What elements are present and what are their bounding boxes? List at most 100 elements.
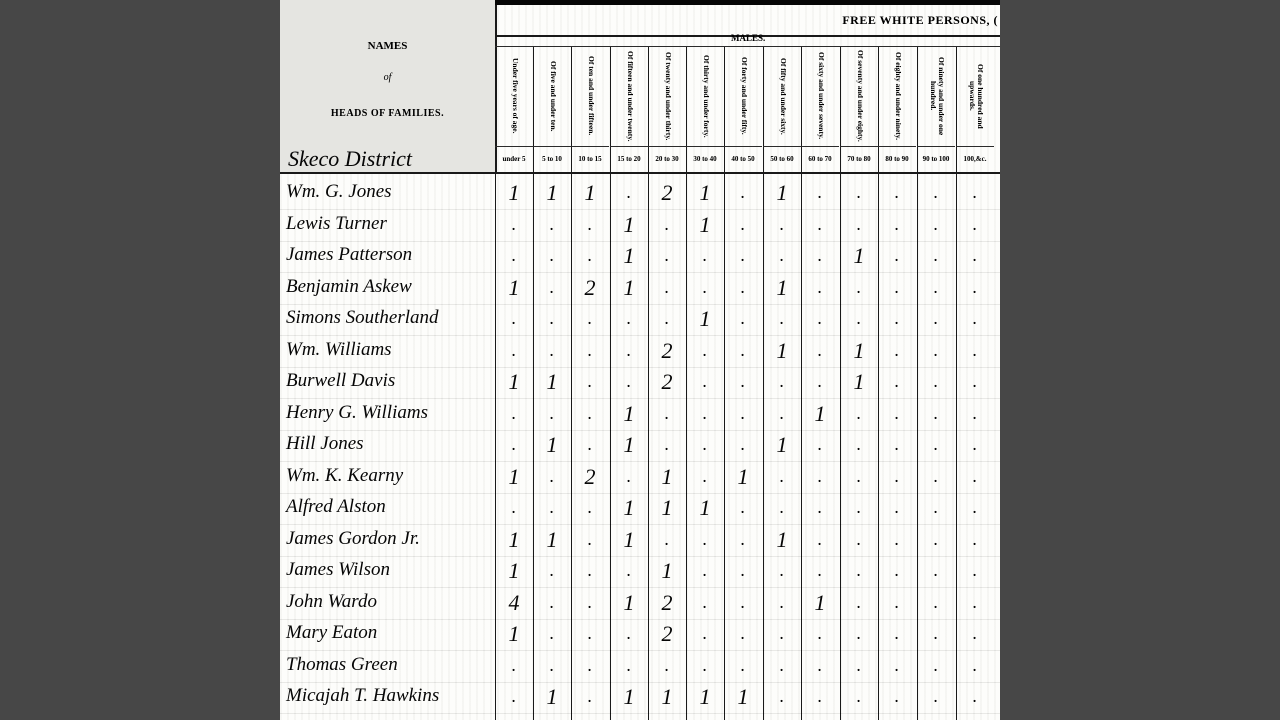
count-cell: . <box>740 182 746 202</box>
table-row: Wm. G. Jones 1 1 1. 2 1. 1..... <box>280 178 1000 210</box>
count-cell: . <box>549 623 555 643</box>
count-cell: . <box>587 591 593 612</box>
count-cell: . <box>972 497 978 517</box>
count-cell: . <box>972 371 978 391</box>
count-cell: 1 <box>853 337 865 363</box>
column-header: Of fifty and under sixty. <box>765 50 801 142</box>
table-row: Micajah T. Hawkins. 1. 1 1 1 1...... <box>280 682 1000 714</box>
column-header-text: Of eighty and under ninety. <box>894 51 903 140</box>
column-header: Of seventy and under eighty. <box>842 50 878 142</box>
column-divider <box>878 47 879 720</box>
count-cell: . <box>779 308 785 328</box>
count-cell: . <box>664 528 670 549</box>
count-cell: . <box>779 497 785 517</box>
count-cell: 1 <box>623 211 635 237</box>
count-cell: 1 <box>699 684 711 709</box>
count-cell: . <box>894 276 900 297</box>
count-cell: . <box>511 213 517 234</box>
count-cell: . <box>549 497 555 517</box>
count-cell: 1 <box>776 180 788 205</box>
head-of-family-name: James Gordon Jr. <box>286 527 420 549</box>
count-cell: . <box>549 245 555 265</box>
count-cell: . <box>664 434 670 454</box>
count-cell: . <box>511 339 517 360</box>
count-cell: 1 <box>623 589 635 615</box>
count-cell: . <box>894 213 900 234</box>
table-row: Wm. K. Kearny 1. 2. 1. 1...... <box>280 462 1000 494</box>
table-row: James Patterson... 1..... 1... <box>280 241 1000 273</box>
column-age-range: 60 to 70 <box>801 146 839 171</box>
count-cell: . <box>511 654 517 675</box>
count-cell: . <box>933 623 939 643</box>
table-title: FREE WHITE PERSONS, ( <box>842 13 998 27</box>
column-header: Of thirty and under forty. <box>688 50 724 142</box>
count-cell: . <box>511 308 517 328</box>
count-cell: . <box>856 497 862 517</box>
count-cell: . <box>933 339 939 360</box>
count-cell: . <box>933 528 939 549</box>
count-cell: . <box>894 308 900 328</box>
count-cell: . <box>549 308 555 328</box>
column-header-text: Under five years of age. <box>511 58 520 134</box>
count-cell: . <box>933 654 939 675</box>
count-cell: . <box>972 245 978 265</box>
count-cell: . <box>587 371 593 391</box>
head-of-family-name: John Wardo <box>286 590 377 612</box>
count-cell: . <box>817 276 823 297</box>
males-header: MALES. <box>495 32 1000 47</box>
count-cell: . <box>817 528 823 549</box>
table-row: Lewis Turner... 1. 1....... <box>280 210 1000 242</box>
column-header-text: Of thirty and under forty. <box>702 54 711 138</box>
census-page: NAMES of HEADS OF FAMILIES. Skeco Distri… <box>280 0 1000 720</box>
count-cell: 2 <box>661 337 673 363</box>
count-cell: . <box>664 402 670 423</box>
count-cell: . <box>740 245 746 265</box>
count-cell: 1 <box>814 400 826 426</box>
count-cell: 1 <box>623 274 635 300</box>
count-cell: 1 <box>661 463 673 489</box>
table-row: Thomas Green............. <box>280 651 1000 683</box>
count-cell: . <box>779 402 785 423</box>
count-cell: . <box>894 339 900 360</box>
head-of-family-name: Simons Southerland <box>286 307 439 328</box>
count-cell: . <box>972 182 978 202</box>
count-cell: . <box>972 654 978 675</box>
count-cell: 2 <box>661 589 673 615</box>
count-cell: . <box>664 213 670 234</box>
column-age-range: 70 to 80 <box>840 146 878 171</box>
column-age-range: 15 to 20 <box>610 146 648 171</box>
count-cell: 1 <box>737 463 749 489</box>
head-of-family-name: Burwell Davis <box>286 370 396 391</box>
head-of-family-name: Mary Eaton <box>286 622 378 643</box>
count-cell: . <box>626 182 632 202</box>
count-cell: . <box>549 591 555 612</box>
count-cell: 1 <box>623 432 635 457</box>
count-cell: . <box>817 213 823 234</box>
count-cell: . <box>702 465 708 486</box>
column-header: Of five and under ten. <box>535 50 571 142</box>
count-cell: . <box>933 591 939 612</box>
count-cell: 2 <box>661 369 673 394</box>
count-cell: 1 <box>853 243 865 268</box>
count-cell: . <box>933 245 939 265</box>
column-divider <box>724 47 725 720</box>
count-cell: . <box>856 623 862 643</box>
count-cell: . <box>779 654 785 675</box>
count-cell: . <box>740 339 746 360</box>
count-cell: . <box>549 465 555 486</box>
count-cell: . <box>933 497 939 517</box>
count-cell: 1 <box>699 495 711 520</box>
head-of-family-name: Benjamin Askew <box>286 275 412 297</box>
count-cell: . <box>817 560 823 580</box>
count-cell: . <box>740 528 746 549</box>
count-cell: . <box>702 654 708 675</box>
count-cell: 2 <box>661 621 673 646</box>
count-cell: . <box>856 654 862 675</box>
count-cell: . <box>933 213 939 234</box>
count-cell: 1 <box>546 684 558 709</box>
count-cell: . <box>894 686 900 706</box>
count-cell: 1 <box>661 684 673 709</box>
count-cell: . <box>856 402 862 423</box>
count-cell: . <box>894 371 900 391</box>
table-row: Burwell Davis 1 1.. 2.... 1... <box>280 367 1000 399</box>
